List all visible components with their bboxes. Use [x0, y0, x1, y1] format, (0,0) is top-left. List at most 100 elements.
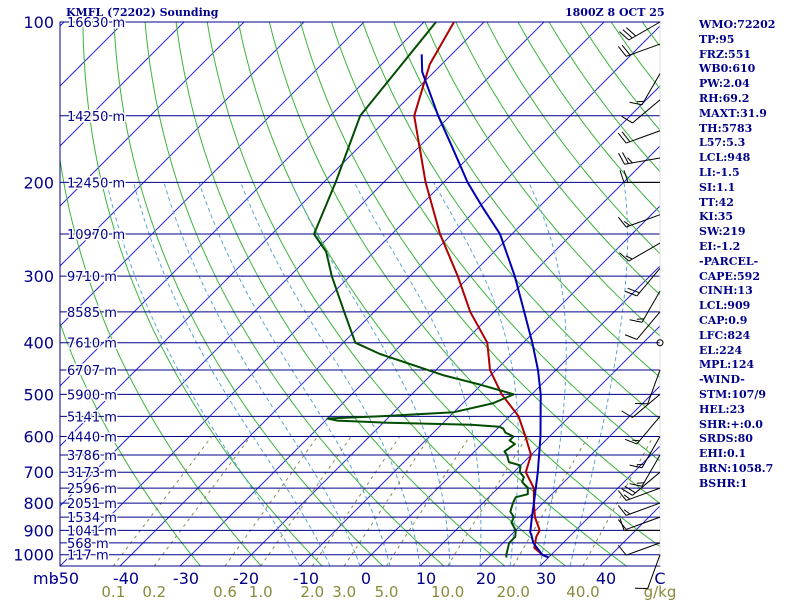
wind-barb-flag — [629, 483, 643, 487]
wind-barb-staff — [636, 416, 661, 445]
index-item: EHI:0.1 — [699, 447, 747, 461]
isotherm-line — [479, 385, 660, 566]
wind-barb-flag — [623, 494, 631, 500]
wind-barb-staff — [647, 369, 661, 404]
wind-barb-staff — [636, 268, 661, 297]
moist-adiabat-line — [163, 182, 361, 566]
isotherm-line — [60, 22, 485, 447]
wind-barb-staff — [636, 311, 661, 340]
wind-barb-flag — [621, 410, 633, 418]
wind-barb-flag — [623, 170, 629, 183]
isotherm-line — [60, 22, 65, 27]
index-item: -WIND- — [699, 373, 745, 387]
index-item: MPL:124 — [699, 358, 755, 372]
wind-barb-staff — [626, 516, 661, 530]
index-item: LCL:948 — [699, 151, 751, 165]
background-lines — [0, 22, 660, 566]
temperature-tick-label: 10 — [416, 569, 436, 588]
wind-barb — [629, 436, 661, 469]
wind-barb-flag — [624, 438, 638, 445]
wind-barb — [619, 170, 660, 183]
height-label: 1534 m — [67, 511, 117, 526]
height-label: 4440 m — [67, 431, 117, 446]
dry-adiabat-line — [237, 22, 627, 566]
index-item: BSHR:1 — [699, 476, 748, 490]
index-item: WB0:610 — [699, 62, 756, 76]
isotherm-line — [419, 325, 660, 566]
mixing-ratio-label: 0.6 — [213, 583, 237, 600]
temperature-unit-label: C — [654, 569, 665, 588]
isotherm-line — [0, 22, 4, 566]
isotherm-line — [239, 145, 660, 566]
index-item: CAP:0.9 — [699, 313, 748, 327]
wind-barb — [617, 542, 661, 556]
moist-adiabat-line — [106, 182, 301, 566]
height-label: 117 m — [67, 549, 109, 564]
wind-barb-flag — [617, 490, 627, 501]
dry-adiabat-line — [393, 22, 660, 379]
index-item: CAPE:592 — [699, 269, 760, 283]
index-item: TH:5783 — [699, 121, 753, 135]
dry-adiabat-line — [300, 22, 660, 505]
index-item: BRN:1058.7 — [699, 461, 774, 475]
wind-barb — [617, 43, 661, 57]
moist-adiabat-line — [198, 182, 391, 566]
height-label: 8585 m — [67, 306, 117, 321]
indices-panel: WMO:72202 TP:95 FRZ:551 WB0:610 PW:2.04 RH:69… — [699, 18, 799, 492]
wind-barb-flag — [617, 132, 627, 144]
moist-adiabat-line — [133, 182, 331, 566]
wind-barb-flag — [624, 485, 636, 494]
mixing-ratio-label: 1.0 — [249, 583, 273, 600]
temperature-tick-label: -50 — [53, 569, 79, 588]
pressure-tick-label: 800 — [23, 494, 54, 513]
wind-barb — [656, 339, 664, 347]
wind-barb — [621, 471, 661, 496]
isotherm-line — [60, 22, 305, 267]
height-label: 9710 m — [67, 270, 117, 285]
wind-barb — [617, 487, 661, 501]
height-label: 7610 m — [67, 337, 117, 352]
wind-barb-flag — [619, 252, 630, 262]
wind-barb-staff — [641, 436, 661, 468]
height-label: 1041 m — [67, 524, 117, 539]
wind-barb — [619, 21, 661, 41]
wind-barb-staff — [632, 471, 661, 496]
wind-barb-flag — [632, 439, 640, 442]
index-item: KI:35 — [699, 210, 734, 224]
wind-barb-flag — [621, 44, 631, 56]
index-item: RH:69.2 — [699, 91, 750, 105]
wind-barb — [617, 214, 661, 228]
temperature-tick-label: -40 — [113, 569, 139, 588]
index-item: MAXT:31.9 — [699, 106, 767, 120]
wind-barb-staff — [641, 290, 661, 323]
index-item: L57:5.3 — [699, 136, 746, 150]
height-label: 3173 m — [67, 466, 117, 481]
index-item: LFC:824 — [699, 328, 751, 342]
temperature-tick-label: 40 — [596, 569, 616, 588]
calm-wind-circle — [656, 339, 664, 347]
temperature-profile-line — [413, 22, 549, 559]
wind-barb-staff — [632, 393, 661, 418]
wind-barb-staff — [641, 73, 661, 106]
dry-adiabat-line — [113, 22, 384, 566]
wind-barb-staff — [641, 454, 661, 487]
index-item: STM:107/9 — [699, 387, 766, 401]
index-item: LCL:909 — [699, 299, 751, 313]
wind-barb-staff — [628, 21, 661, 41]
mixing-ratio-label: 2.0 — [300, 583, 324, 600]
moist-adiabat-line — [290, 182, 451, 566]
wind-barb-flag — [629, 101, 643, 106]
dry-adiabat-line — [175, 22, 506, 566]
mixing-ratio-line — [260, 436, 352, 566]
height-label: 568 m — [67, 537, 109, 552]
wind-barb — [629, 73, 661, 106]
wind-barb — [624, 268, 661, 297]
height-label: 6707 m — [67, 364, 117, 379]
wind-barb — [617, 516, 661, 530]
wind-barb-flag — [624, 290, 638, 297]
height-label: 3786 m — [67, 449, 117, 464]
sounding-time: 1800Z 8 OCT 25 — [565, 6, 665, 19]
wind-barb — [617, 130, 661, 144]
wind-barb-staff — [626, 130, 661, 144]
